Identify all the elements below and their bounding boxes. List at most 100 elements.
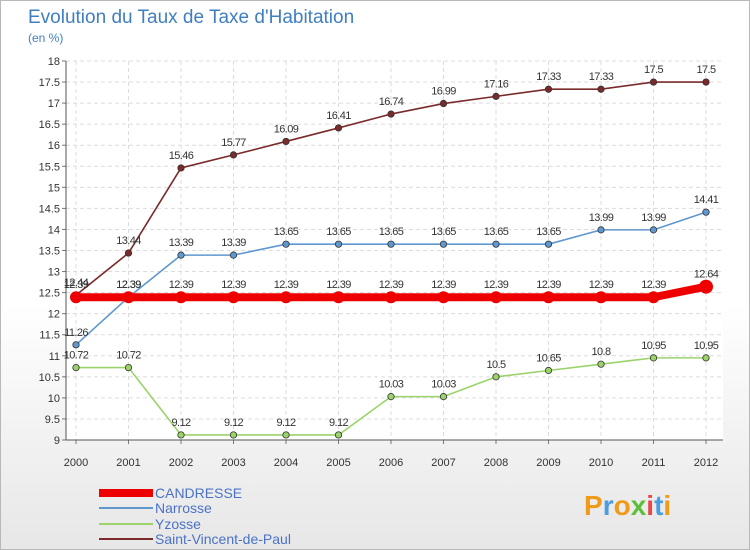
chart-title: Evolution du Taux de Taxe d'Habitation	[28, 7, 355, 28]
data-point-candresse	[70, 291, 82, 304]
y-tick-label: 10	[48, 393, 60, 405]
y-tick-label: 13	[48, 267, 60, 279]
y-tick-label: 15	[48, 182, 60, 194]
data-label-candresse: 12.39	[484, 279, 509, 291]
legend-swatch-saint-vincent-de-paul	[99, 537, 153, 540]
legend-swatch-narrosse	[99, 507, 153, 510]
y-tick-label: 17	[48, 98, 60, 110]
data-point-candresse	[122, 291, 135, 304]
logo-letter: x	[630, 490, 647, 521]
data-label-candresse: 12.39	[641, 279, 666, 291]
data-label-saint-vincent-de-paul: 17.16	[484, 78, 509, 90]
data-point-candresse	[437, 291, 450, 304]
data-point-yzosse	[702, 354, 710, 362]
data-label-yzosse: 10.95	[641, 340, 666, 352]
data-label-saint-vincent-de-paul: 16.74	[379, 96, 404, 108]
logo-letter: r	[602, 490, 614, 521]
data-point-narrosse	[334, 240, 343, 248]
data-label-candresse: 12.39	[274, 279, 299, 291]
data-point-candresse	[647, 291, 660, 304]
x-tick-label: 2005	[326, 457, 350, 469]
data-label-narrosse: 13.39	[221, 237, 246, 249]
legend-label-narrosse: Narrosse	[155, 500, 212, 517]
y-tick-label: 16	[48, 140, 60, 152]
logo-letter: i	[663, 490, 672, 521]
data-point-narrosse	[387, 240, 395, 248]
y-tick-label: 14.5	[39, 203, 60, 215]
data-point-saint-vincent-de-paul	[492, 92, 500, 100]
x-tick-label: 2000	[64, 457, 88, 469]
data-point-saint-vincent-de-paul	[334, 124, 343, 132]
data-label-candresse: 12.39	[536, 279, 561, 291]
data-label-saint-vincent-de-paul: 15.77	[221, 137, 246, 149]
legend-swatch-yzosse	[99, 522, 153, 525]
data-point-candresse	[490, 291, 502, 304]
data-point-saint-vincent-de-paul	[702, 78, 710, 86]
data-point-saint-vincent-de-paul	[544, 85, 553, 93]
data-label-candresse: 12.64	[694, 269, 719, 281]
y-tick-label: 9	[54, 435, 60, 447]
y-tick-label: 11	[49, 351, 60, 363]
data-point-narrosse	[439, 240, 448, 248]
data-point-saint-vincent-de-paul	[282, 137, 290, 146]
data-label-saint-vincent-de-paul: 16.09	[274, 123, 299, 135]
data-point-yzosse	[334, 431, 343, 439]
x-tick-label: 2008	[484, 457, 508, 469]
data-point-candresse	[227, 291, 240, 304]
data-label-yzosse: 9.12	[171, 417, 190, 429]
data-label-narrosse: 11.26	[64, 327, 88, 339]
data-label-narrosse: 13.99	[589, 212, 614, 224]
data-point-narrosse	[597, 226, 605, 234]
data-point-narrosse	[229, 251, 238, 259]
data-point-yzosse	[597, 360, 605, 368]
data-label-narrosse: 13.65	[379, 226, 404, 238]
data-point-yzosse	[439, 393, 448, 401]
data-label-saint-vincent-de-paul: 16.41	[326, 110, 351, 122]
data-label-narrosse: 13.65	[536, 226, 561, 238]
y-tick-label: 12.5	[39, 288, 60, 300]
y-tick-label: 16.5	[39, 119, 60, 131]
y-tick-label: 11.5	[39, 330, 60, 342]
data-point-saint-vincent-de-paul	[387, 110, 395, 118]
y-tick-label: 17.5	[39, 77, 60, 89]
data-point-candresse	[332, 291, 345, 304]
x-tick-label: 2004	[274, 457, 298, 469]
x-tick-label: 2006	[379, 457, 403, 469]
legend-label-saint-vincent-de-paul: Saint-Vincent-de-Paul	[155, 530, 291, 547]
data-point-candresse	[175, 291, 187, 304]
data-label-yzosse: 10.03	[431, 379, 456, 391]
data-label-narrosse: 13.65	[484, 226, 509, 238]
data-point-narrosse	[282, 240, 290, 248]
data-label-narrosse: 14.41	[694, 194, 719, 206]
x-tick-label: 2012	[694, 457, 718, 469]
data-label-saint-vincent-de-paul: 13.44	[116, 235, 141, 247]
data-point-yzosse	[492, 373, 500, 381]
data-label-narrosse: 13.65	[274, 226, 299, 238]
data-label-candresse: 12.39	[116, 279, 141, 291]
legend-label-yzosse: Yzosse	[155, 515, 201, 532]
data-point-candresse	[595, 291, 607, 304]
y-tick-label: 12	[48, 309, 60, 321]
x-tick-label: 2003	[221, 457, 245, 469]
data-label-candresse: 12.39	[326, 279, 351, 291]
data-label-narrosse: 13.65	[326, 226, 351, 238]
data-label-yzosse: 10.72	[64, 350, 89, 362]
data-point-yzosse	[282, 431, 290, 439]
data-label-candresse: 12.39	[589, 279, 614, 291]
data-point-narrosse	[702, 208, 710, 216]
data-point-saint-vincent-de-paul	[229, 151, 238, 159]
data-point-candresse	[542, 291, 555, 304]
data-label-yzosse: 9.12	[329, 417, 348, 429]
y-tick-label: 18	[48, 56, 60, 68]
data-point-narrosse	[72, 341, 80, 349]
data-point-yzosse	[544, 366, 553, 375]
data-point-yzosse	[72, 363, 80, 372]
x-tick-label: 2002	[169, 457, 193, 469]
data-label-yzosse: 10.72	[116, 350, 141, 362]
data-label-yzosse: 10.8	[591, 346, 610, 358]
data-label-saint-vincent-de-paul: 17.5	[696, 64, 715, 76]
x-tick-label: 2009	[536, 457, 560, 469]
data-label-narrosse: 13.65	[431, 226, 456, 238]
data-point-narrosse	[492, 240, 500, 248]
